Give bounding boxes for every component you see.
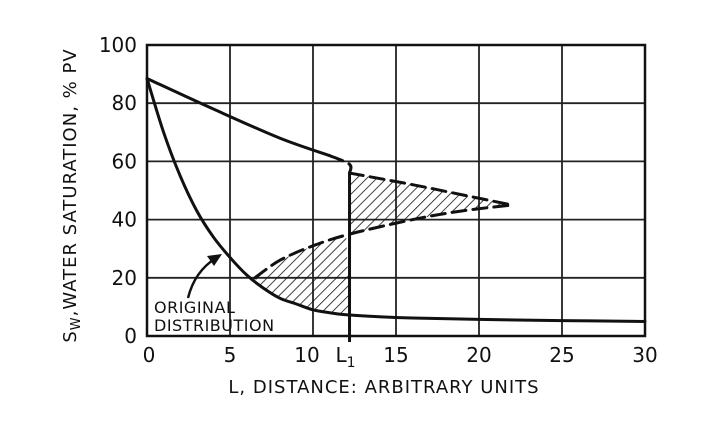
series-line-3: [328, 154, 353, 175]
l1-main: L: [336, 343, 348, 367]
y-title-main: S: [60, 330, 81, 342]
series-line-2: [145, 76, 332, 158]
series-line-1: [145, 76, 647, 323]
plot-frame: [145, 43, 647, 338]
y-tick-labels: 0 20 40 60 80 100: [99, 33, 137, 348]
saturation-curves: [145, 76, 647, 342]
y-title-rest: ,WATER SATURATION, % PV: [60, 48, 81, 316]
annotation-line-1: ORIGINAL: [154, 298, 235, 317]
annotation-line-2: DISTRIBUTION: [154, 316, 275, 335]
y-tick-label: 60: [112, 149, 137, 173]
y-tick-label: 80: [112, 91, 137, 115]
l1-tick-label: L1: [336, 343, 356, 371]
y-tick-label: 40: [112, 208, 137, 232]
annotation-arrow: [186, 254, 222, 299]
l1-sub: 1: [347, 355, 356, 371]
hatched-region-wedge: [349, 173, 513, 234]
arrow-head: [207, 254, 222, 266]
x-tick-label: 5: [224, 343, 237, 367]
x-tick-label: 0: [143, 343, 156, 367]
x-tick-label: 15: [383, 343, 408, 367]
x-tick-labels: 0 5 10 15 20 25 30: [143, 343, 658, 367]
y-tick-label: 0: [124, 324, 137, 348]
hatched-region-front: [254, 235, 350, 315]
x-tick-label: 10: [294, 343, 319, 367]
x-tick-label: 20: [466, 343, 491, 367]
y-tick-label: 20: [112, 266, 137, 290]
hatched-regions: [254, 173, 513, 315]
x-axis-title: L, DISTANCE: ARBITRARY UNITS: [228, 377, 539, 398]
x-tick-label: 30: [632, 343, 657, 367]
y-tick-label: 100: [99, 33, 137, 57]
y-title-sub: W: [69, 316, 84, 330]
y-axis-title: SW,WATER SATURATION, % PV: [60, 48, 84, 342]
series-line-4: [348, 171, 514, 207]
x-tick-label: 25: [549, 343, 574, 367]
